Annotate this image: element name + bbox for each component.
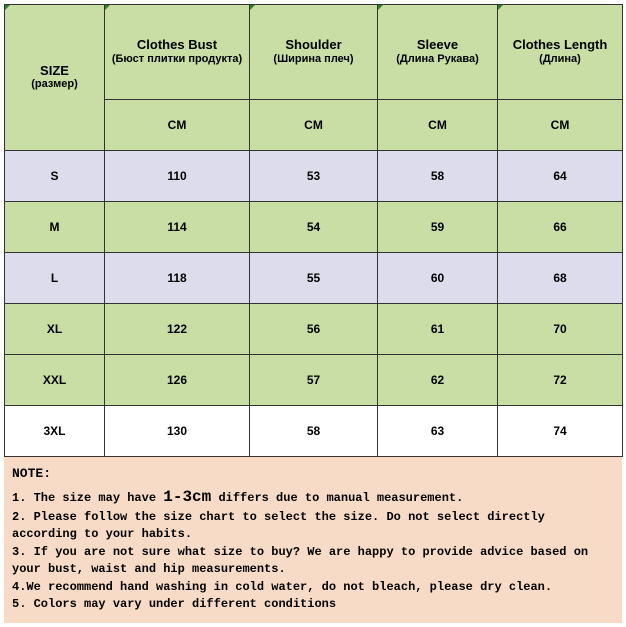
corner-triangle-icon — [498, 5, 503, 10]
note-line-5: 5. Colors may vary under different condi… — [12, 596, 614, 613]
table-row: XL 122 56 61 70 — [5, 304, 623, 355]
col-title: Sleeve — [379, 37, 496, 53]
corner-triangle-icon — [5, 5, 10, 10]
col-title: SIZE — [6, 63, 103, 79]
cell-sleeve: 58 — [378, 151, 498, 202]
cell-length: 64 — [498, 151, 623, 202]
cell-size: 3XL — [5, 406, 105, 457]
col-subtitle: (Бюст плитки продукта) — [106, 53, 248, 67]
cell-size: XXL — [5, 355, 105, 406]
cell-shoulder: 57 — [250, 355, 378, 406]
col-header-length: Clothes Length (Длина) — [498, 5, 623, 100]
cell-size: S — [5, 151, 105, 202]
cell-sleeve: 62 — [378, 355, 498, 406]
note-1a: 1. The size may have — [12, 491, 163, 505]
col-subtitle: (Длина) — [499, 53, 621, 67]
cell-bust: 130 — [105, 406, 250, 457]
col-header-sleeve: Sleeve (Длина Рукава) — [378, 5, 498, 100]
unit-cell: CM — [378, 100, 498, 151]
cell-sleeve: 63 — [378, 406, 498, 457]
cell-bust: 114 — [105, 202, 250, 253]
col-header-size: SIZE (размер) — [5, 5, 105, 151]
cell-size: M — [5, 202, 105, 253]
col-title: Clothes Length — [499, 37, 621, 53]
cell-bust: 122 — [105, 304, 250, 355]
unit-cell: CM — [498, 100, 623, 151]
cell-length: 72 — [498, 355, 623, 406]
cell-shoulder: 58 — [250, 406, 378, 457]
corner-triangle-icon — [105, 5, 110, 10]
cell-length: 74 — [498, 406, 623, 457]
corner-triangle-icon — [250, 5, 255, 10]
note-heading: NOTE: — [12, 465, 614, 484]
col-subtitle: (размер) — [6, 78, 103, 92]
cell-size: XL — [5, 304, 105, 355]
note-box: NOTE: 1. The size may have 1-3cm differs… — [4, 457, 622, 623]
cell-bust: 118 — [105, 253, 250, 304]
cell-shoulder: 53 — [250, 151, 378, 202]
cell-sleeve: 59 — [378, 202, 498, 253]
unit-cell: CM — [105, 100, 250, 151]
table-row: L 118 55 60 68 — [5, 253, 623, 304]
table-row: 3XL 130 58 63 74 — [5, 406, 623, 457]
col-title: Shoulder — [251, 37, 376, 53]
note-line-3: 3. If you are not sure what size to buy?… — [12, 544, 614, 579]
cell-size: L — [5, 253, 105, 304]
note-line-2: 2. Please follow the size chart to selec… — [12, 509, 614, 544]
col-subtitle: (Длина Рукава) — [379, 53, 496, 67]
cell-shoulder: 55 — [250, 253, 378, 304]
col-subtitle: (Ширина плеч) — [251, 53, 376, 67]
col-title: Clothes Bust — [106, 37, 248, 53]
cell-sleeve: 60 — [378, 253, 498, 304]
table-header-row-1: SIZE (размер) Clothes Bust (Бюст плитки … — [5, 5, 623, 100]
col-header-shoulder: Shoulder (Ширина плеч) — [250, 5, 378, 100]
cell-shoulder: 54 — [250, 202, 378, 253]
cell-length: 70 — [498, 304, 623, 355]
table-row: XXL 126 57 62 72 — [5, 355, 623, 406]
note-emphasis: 1-3cm — [163, 488, 211, 506]
table-row: M 114 54 59 66 — [5, 202, 623, 253]
unit-cell: CM — [250, 100, 378, 151]
cell-sleeve: 61 — [378, 304, 498, 355]
size-chart-table: SIZE (размер) Clothes Bust (Бюст плитки … — [4, 4, 623, 457]
note-line-1: 1. The size may have 1-3cm differs due t… — [12, 486, 614, 509]
note-1b: differs due to manual measurement. — [211, 491, 463, 505]
cell-bust: 110 — [105, 151, 250, 202]
corner-triangle-icon — [378, 5, 383, 10]
cell-shoulder: 56 — [250, 304, 378, 355]
cell-length: 66 — [498, 202, 623, 253]
cell-bust: 126 — [105, 355, 250, 406]
table-row: S 110 53 58 64 — [5, 151, 623, 202]
col-header-bust: Clothes Bust (Бюст плитки продукта) — [105, 5, 250, 100]
cell-length: 68 — [498, 253, 623, 304]
note-line-4: 4.We recommend hand washing in cold wate… — [12, 579, 614, 596]
